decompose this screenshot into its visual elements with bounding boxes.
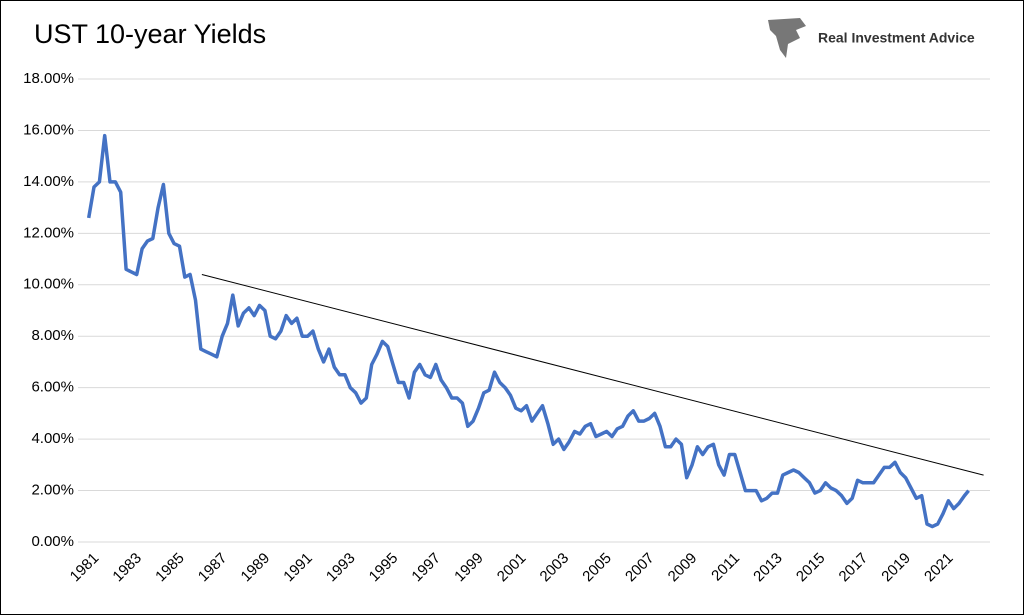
y-tick-label: 8.00% xyxy=(31,327,74,344)
y-tick-label: 12.00% xyxy=(23,224,74,241)
yield-line xyxy=(86,133,970,529)
y-tick-label: 6.00% xyxy=(31,379,74,396)
logo: Real Investment Advice xyxy=(768,18,975,58)
y-tick-label: 10.00% xyxy=(23,276,74,293)
logo-text: Real Investment Advice xyxy=(818,30,975,46)
trend-line xyxy=(201,274,984,476)
y-tick-label: 16.00% xyxy=(23,121,74,138)
y-tick-label: 2.00% xyxy=(31,482,74,499)
y-tick-label: 4.00% xyxy=(31,430,74,447)
y-tick-label: 0.00% xyxy=(31,533,74,550)
chart-title: UST 10-year Yields xyxy=(34,19,266,49)
y-tick-label: 18.00% xyxy=(23,70,74,87)
logo-icon xyxy=(768,18,806,58)
y-tick-label: 14.00% xyxy=(23,173,74,190)
